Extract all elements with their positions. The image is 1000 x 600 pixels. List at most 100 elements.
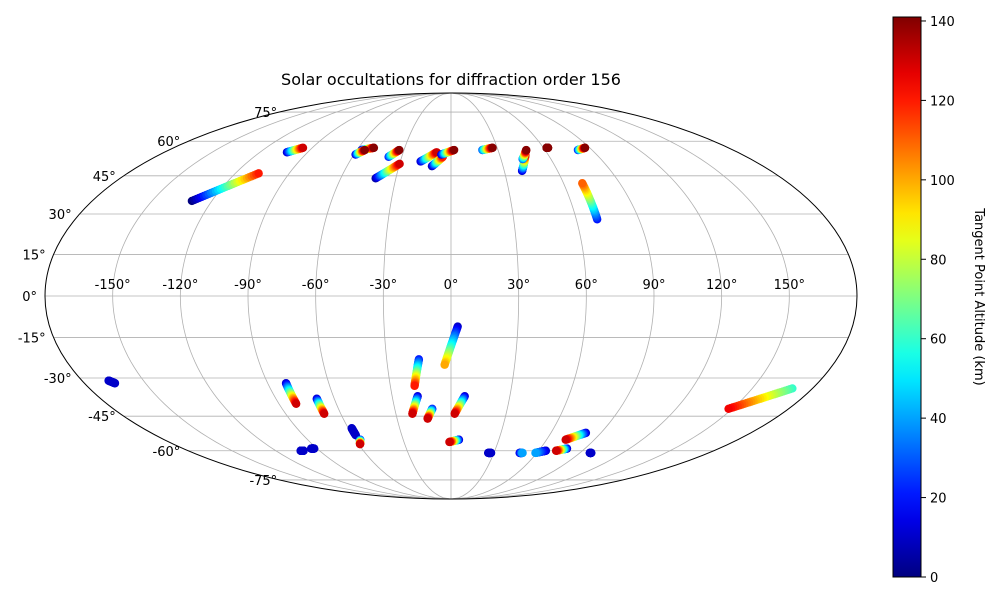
colorbar-gradient: [892, 16, 922, 578]
data-point: [110, 379, 120, 388]
occultation-track: [437, 145, 459, 159]
data-point: [440, 360, 449, 369]
lat-tick-label: -75°: [249, 474, 277, 489]
data-point: [531, 448, 540, 458]
lat-tick-label: -45°: [88, 410, 116, 425]
lat-tick-label: 15°: [23, 248, 46, 263]
occultation-track: [347, 423, 360, 440]
lon-gridline: [112, 92, 452, 500]
data-point: [254, 169, 263, 178]
chart-title: Solar occultations for diffraction order…: [281, 70, 621, 89]
data-point: [543, 143, 553, 152]
occultation-track: [450, 391, 469, 418]
occultation-track: [355, 435, 365, 449]
lat-tick-label: 0°: [22, 290, 37, 305]
occultation-track: [384, 145, 404, 162]
data-point: [580, 143, 590, 152]
occultation-track: [518, 145, 531, 164]
data-point: [410, 381, 419, 391]
data-point: [360, 145, 369, 155]
occultation-track: [515, 448, 527, 458]
occultation-track: [187, 169, 263, 206]
occultation-track: [410, 355, 424, 391]
data-point: [369, 143, 379, 152]
occultation-track: [724, 384, 797, 413]
data-point: [408, 409, 417, 418]
data-point: [423, 414, 432, 423]
data-point: [395, 159, 404, 169]
data-point: [320, 409, 329, 418]
data-point: [450, 409, 459, 418]
lat-tick-label: 45°: [93, 170, 116, 185]
lon-tick-label: 120°: [706, 278, 737, 293]
data-point: [291, 399, 301, 408]
data-point: [518, 448, 527, 458]
data-point: [309, 444, 319, 453]
lat-tick-label: 60°: [157, 135, 180, 150]
lon-gridline: [179, 92, 452, 500]
occultation-track: [296, 446, 308, 455]
data-point: [551, 446, 561, 455]
occultation-track: [573, 143, 590, 155]
lat-tick-label: -15°: [18, 332, 46, 347]
occultation-track: [585, 448, 596, 458]
graticule: [45, 92, 857, 500]
data-point: [587, 448, 596, 458]
occultation-track: [542, 143, 553, 152]
data-point: [488, 143, 497, 152]
data-point: [578, 179, 587, 188]
occultation-track: [531, 446, 551, 458]
lon-tick-label: -120°: [162, 278, 198, 293]
occultation-track: [445, 435, 464, 447]
lon-tick-label: -30°: [369, 278, 397, 293]
lon-gridline: [315, 92, 452, 500]
occultation-track: [282, 143, 308, 157]
occultation-track: [561, 428, 591, 444]
lon-gridline: [450, 92, 723, 500]
lat-tick-label: -60°: [153, 445, 181, 460]
data-point: [355, 440, 365, 449]
occultation-track: [306, 444, 319, 453]
lon-gridline: [450, 92, 520, 500]
data-point: [298, 143, 308, 152]
lat-tick-label: 30°: [49, 208, 72, 223]
lon-tick-label: 0°: [444, 278, 459, 293]
data-point: [561, 435, 570, 444]
occultation-track: [551, 444, 572, 455]
occultation-track: [371, 159, 404, 183]
occultation-track: [351, 145, 369, 159]
lon-tick-label: -60°: [302, 278, 330, 293]
data-point: [724, 404, 733, 413]
lon-tick-label: 30°: [507, 278, 530, 293]
data-point: [449, 145, 459, 155]
colorbar: 0 20 40 60 80 100 120 140 Tangent Point Altitud…: [892, 15, 986, 586]
lon-tick-label: 60°: [575, 278, 598, 293]
occultation-track: [478, 143, 497, 155]
occultation-track: [408, 391, 422, 418]
lon-tick-label: -90°: [234, 278, 262, 293]
lon-gridline: [247, 92, 452, 500]
data-point: [395, 145, 404, 155]
colorbar-label: Tangent Point Altitude (km): [971, 207, 986, 385]
colorbar-tick-label: 20: [930, 492, 947, 507]
latitude-tick-labels: 75° 60° 45° 30° 15° 0° -15° -30° -45° -60° -75°: [18, 106, 277, 489]
occultation-tracks: [104, 143, 797, 458]
occultation-track: [416, 148, 441, 166]
data-point: [299, 446, 308, 455]
lat-tick-label: 75°: [254, 106, 277, 121]
lon-tick-label: -150°: [95, 278, 131, 293]
data-point: [445, 437, 454, 447]
lat-tick-label: -30°: [44, 372, 72, 387]
occultation-track: [440, 322, 462, 369]
occultation-track: [104, 376, 120, 388]
lon-tick-label: 150°: [774, 278, 805, 293]
occultation-track: [484, 448, 496, 458]
data-point: [522, 145, 531, 155]
colorbar-tick-label: 140: [930, 15, 955, 30]
lon-gridline: [450, 92, 790, 500]
colorbar-tick-label: 60: [930, 333, 947, 348]
colorbar-tick-label: 80: [930, 253, 947, 268]
lon-gridline: [450, 92, 655, 500]
occultation-track: [578, 179, 602, 224]
lon-tick-label: 90°: [642, 278, 665, 293]
